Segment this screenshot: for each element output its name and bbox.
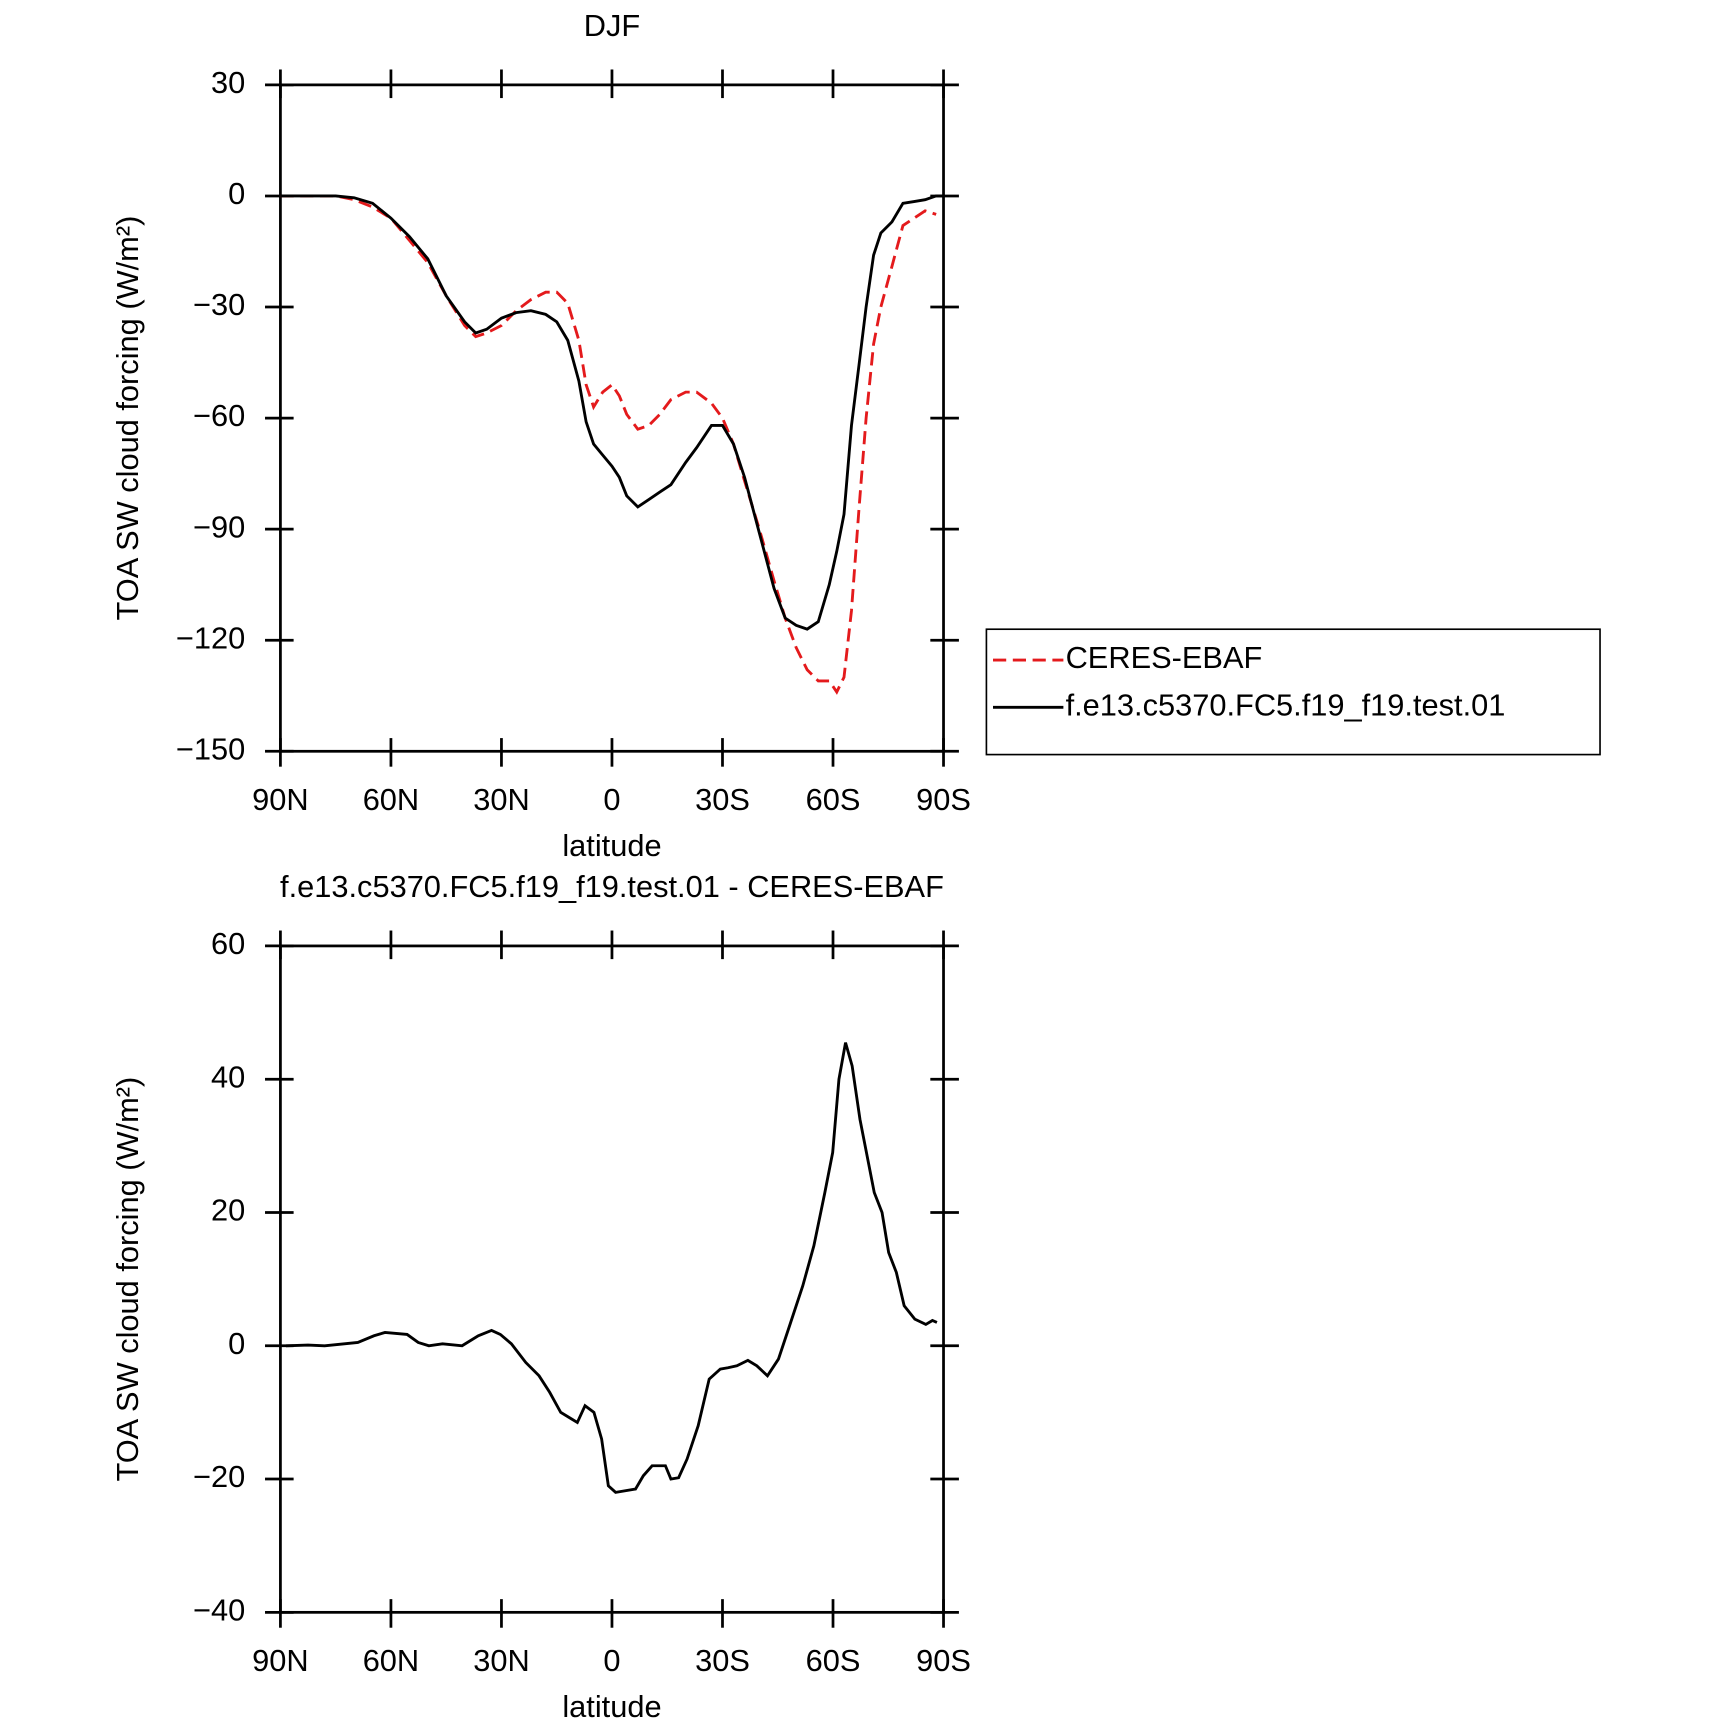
y-tick-label: −150 — [176, 731, 245, 766]
data-line — [285, 1042, 938, 1494]
x-tick-label: 90S — [916, 1643, 971, 1678]
x-tick-label: 60N — [363, 1643, 419, 1678]
y-tick-label: −30 — [193, 287, 245, 322]
legend-label: CERES-EBAF — [1066, 640, 1263, 675]
x-tick-label: 30N — [473, 1643, 529, 1678]
legend-box — [985, 628, 1601, 756]
y-tick-label: 40 — [211, 1059, 245, 1094]
x-tick-label: 90S — [916, 782, 971, 817]
y-tick-label: −90 — [193, 509, 245, 544]
chart-title: f.e13.c5370.FC5.f19_f19.test.01 - CERES-… — [280, 869, 944, 904]
y-axis-label: TOA SW cloud forcing (W/m²) — [110, 216, 145, 621]
x-tick-label: 90N — [252, 782, 308, 817]
y-tick-label: 20 — [211, 1193, 245, 1228]
y-tick-label: 60 — [211, 926, 245, 961]
y-tick-label: 0 — [228, 176, 245, 211]
x-tick-label: 0 — [603, 782, 620, 817]
y-tick-label: −20 — [193, 1459, 245, 1494]
x-tick-label: 60S — [806, 782, 861, 817]
x-tick-label: 30N — [473, 782, 529, 817]
x-tick-label: 30S — [695, 782, 750, 817]
x-tick-label: 90N — [252, 1643, 308, 1678]
y-tick-label: −60 — [193, 398, 245, 433]
y-axis-label: TOA SW cloud forcing (W/m²) — [110, 1077, 145, 1482]
plot-frame — [279, 83, 945, 753]
y-tick-label: −40 — [193, 1592, 245, 1627]
data-line — [280, 194, 944, 631]
x-axis-label: latitude — [562, 1689, 661, 1724]
y-tick-label: 30 — [211, 65, 245, 100]
y-tick-label: −120 — [176, 620, 245, 655]
x-tick-label: 0 — [603, 1643, 620, 1678]
data-line — [280, 194, 937, 695]
x-tick-label: 30S — [695, 1643, 750, 1678]
legend-label: f.e13.c5370.FC5.f19_f19.test.01 — [1066, 687, 1506, 722]
chart-title: DJF — [584, 8, 640, 43]
x-tick-label: 60S — [806, 1643, 861, 1678]
x-axis-label: latitude — [562, 828, 661, 863]
x-tick-label: 60N — [363, 782, 419, 817]
y-tick-label: 0 — [228, 1326, 245, 1361]
